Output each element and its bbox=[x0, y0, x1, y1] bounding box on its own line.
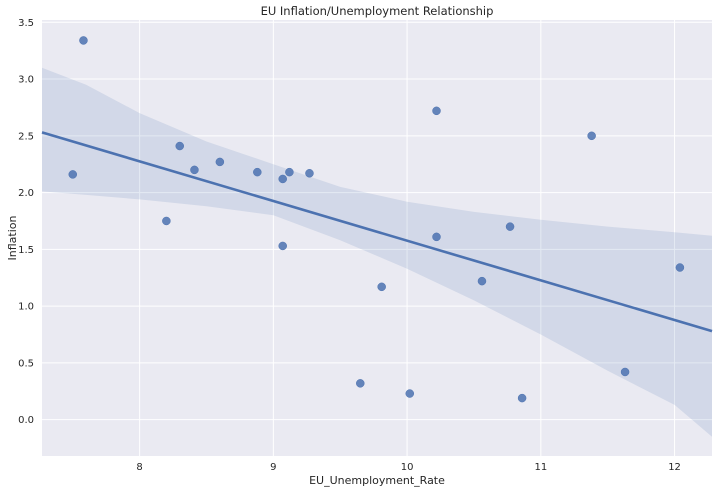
data-point bbox=[285, 167, 294, 177]
data-point bbox=[356, 379, 365, 388]
data-point bbox=[175, 141, 184, 151]
y-tick-label: 0.0 bbox=[18, 415, 34, 426]
data-point bbox=[162, 216, 171, 226]
x-tick-labels: 8 9 10 11 12 bbox=[136, 462, 680, 473]
x-tick-label: 11 bbox=[534, 462, 547, 473]
data-point bbox=[477, 276, 487, 286]
y-tick-label: 0.5 bbox=[18, 358, 34, 369]
data-point bbox=[68, 170, 78, 179]
y-tick-label: 1.5 bbox=[18, 245, 34, 256]
data-point bbox=[505, 222, 515, 231]
chart-title: EU Inflation/Unemployment Relationship bbox=[261, 4, 494, 18]
x-tick-label: 12 bbox=[668, 462, 681, 473]
data-point bbox=[305, 169, 314, 178]
data-point bbox=[79, 36, 88, 45]
data-point bbox=[620, 367, 630, 377]
data-point bbox=[278, 241, 287, 251]
y-tick-label: 1.0 bbox=[18, 302, 34, 313]
x-tick-label: 10 bbox=[401, 462, 414, 473]
y-axis-label: Inflation bbox=[6, 216, 19, 261]
data-point bbox=[405, 389, 415, 398]
y-tick-label: 3.0 bbox=[18, 75, 34, 86]
y-tick-label: 2.5 bbox=[18, 131, 34, 142]
scatter-points bbox=[68, 36, 685, 403]
data-point bbox=[432, 106, 441, 116]
data-point bbox=[190, 165, 199, 175]
data-point bbox=[675, 263, 685, 272]
grid bbox=[42, 20, 712, 456]
confidence-band bbox=[42, 67, 712, 437]
plot-background bbox=[42, 20, 712, 456]
x-tick-label: 9 bbox=[270, 462, 276, 473]
data-point bbox=[432, 232, 441, 242]
data-point bbox=[253, 167, 262, 177]
data-point bbox=[278, 174, 287, 184]
data-point bbox=[377, 282, 386, 292]
regression-line bbox=[41, 131, 713, 333]
y-tick-labels: 0.0 0.5 1.0 1.5 2.0 2.5 3.0 3.5 bbox=[18, 18, 34, 426]
y-tick-label: 2.0 bbox=[18, 188, 34, 199]
data-point bbox=[517, 393, 527, 403]
x-axis-label: EU_Unemployment_Rate bbox=[309, 474, 445, 487]
y-tick-label: 3.5 bbox=[18, 18, 34, 29]
data-point bbox=[215, 157, 225, 167]
x-tick-label: 8 bbox=[136, 462, 142, 473]
data-point bbox=[587, 131, 596, 141]
